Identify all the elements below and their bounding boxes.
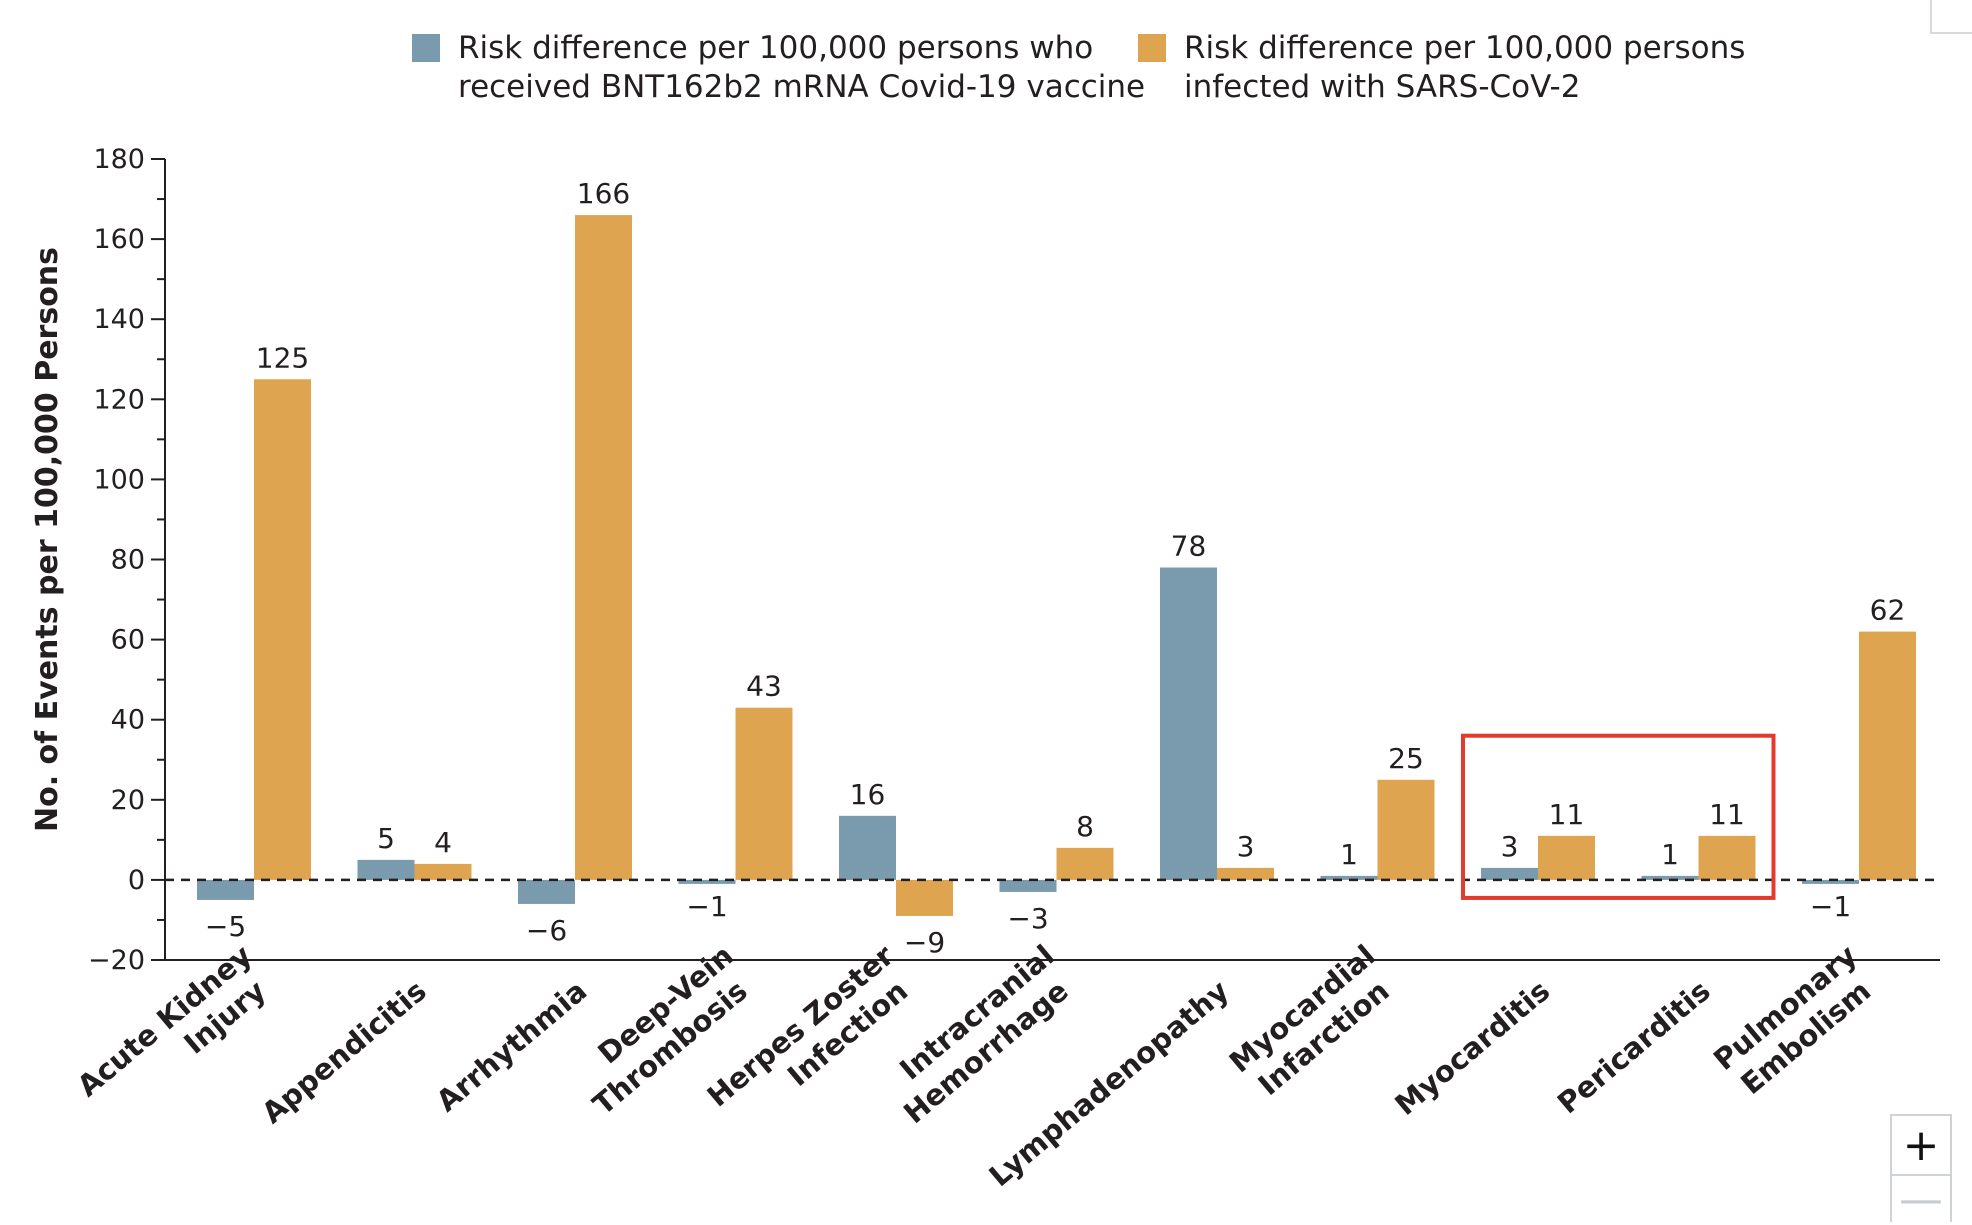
data-label: 166 [577,177,630,210]
data-label: 5 [377,822,395,855]
data-label: −3 [1007,902,1048,935]
category-labels: Acute KidneyInjuryAppendicitisArrhythmia… [71,938,1877,1193]
bar [197,879,254,900]
y-tick-label: 0 [128,865,145,896]
data-label: 11 [1709,798,1745,831]
data-label: 3 [1501,830,1519,863]
bar [1538,835,1595,880]
data-label: −6 [526,914,567,947]
data-label: 43 [746,670,782,703]
legend-label-vaccine-line2: received BNT162b2 mRNA Covid-19 vaccine [458,69,1145,105]
category-label: Pericarditis [1551,974,1717,1121]
bars [197,215,1916,916]
data-label: 4 [434,826,452,859]
legend-label-vaccine-line1: Risk difference per 100,000 persons who [458,30,1093,66]
highlight-box [1461,733,1776,900]
bar [1217,867,1274,880]
bar [999,879,1057,892]
data-label: 62 [1870,594,1906,627]
bar [1320,875,1378,880]
y-tick-label: 100 [93,464,145,495]
y-tick-label: 80 [111,545,145,576]
data-label: −1 [686,890,727,923]
y-tick-label: 140 [93,304,145,335]
category-label: Myocarditis [1388,974,1556,1123]
bar [1481,867,1538,880]
bar [1641,875,1699,880]
legend: Risk difference per 100,000 persons who … [412,30,1745,105]
data-label: 11 [1549,798,1585,831]
data-label: 78 [1171,530,1207,563]
category-label-line: Arrhythmia [430,974,593,1119]
bar [357,859,415,880]
bar [1698,835,1756,880]
y-tick-label: 20 [111,785,145,816]
bar [414,863,472,880]
highlight-overlay [165,733,1940,900]
bar [1859,631,1916,880]
data-label: 1 [1661,838,1679,871]
bar [839,815,896,880]
category-label: Arrhythmia [430,974,593,1119]
bar [518,879,575,904]
zoom-out-button[interactable]: — [1890,1174,1952,1225]
y-axis-title: No. of Events per 100,000 Persons [30,247,65,832]
axes: −20 0 20 40 60 80 100 120 140 160 180 No. of Events… [30,144,1940,976]
data-label: 25 [1388,742,1424,775]
bar [1160,567,1217,880]
y-tick-label: 40 [111,705,145,736]
bar [896,879,953,916]
y-tick-label: 160 [93,224,145,255]
bar [1056,847,1114,880]
legend-label-infection-line2: infected with SARS-CoV-2 [1184,69,1580,105]
category-label-line: Appendicitis [255,974,432,1131]
bar [575,215,632,880]
bar [1377,779,1435,880]
data-label: 3 [1237,830,1255,863]
legend-swatch-vaccine [412,34,440,62]
corner-control[interactable] [1930,0,1972,34]
y-tick-label: 60 [111,625,145,656]
data-label: −1 [1810,890,1851,923]
data-label: 8 [1076,810,1094,843]
legend-swatch-infection [1138,34,1166,62]
bar [678,879,736,884]
y-tick-label: 120 [93,384,145,415]
category-label-line: Myocarditis [1388,974,1556,1123]
y-tick-label: −20 [88,945,145,976]
data-label: 125 [256,341,309,374]
data-label: −5 [205,910,246,943]
y-tick-label: 180 [93,144,145,175]
legend-label-infection-line1: Risk difference per 100,000 persons [1184,30,1745,66]
data-label: 16 [850,778,886,811]
data-label: −9 [904,926,945,959]
category-label-line: Pericarditis [1551,974,1717,1121]
bar [254,379,311,880]
zoom-in-button[interactable]: + [1890,1114,1952,1176]
bar [735,707,793,880]
data-label: 1 [1340,838,1358,871]
bar [1802,879,1859,884]
category-label: Appendicitis [255,974,432,1131]
